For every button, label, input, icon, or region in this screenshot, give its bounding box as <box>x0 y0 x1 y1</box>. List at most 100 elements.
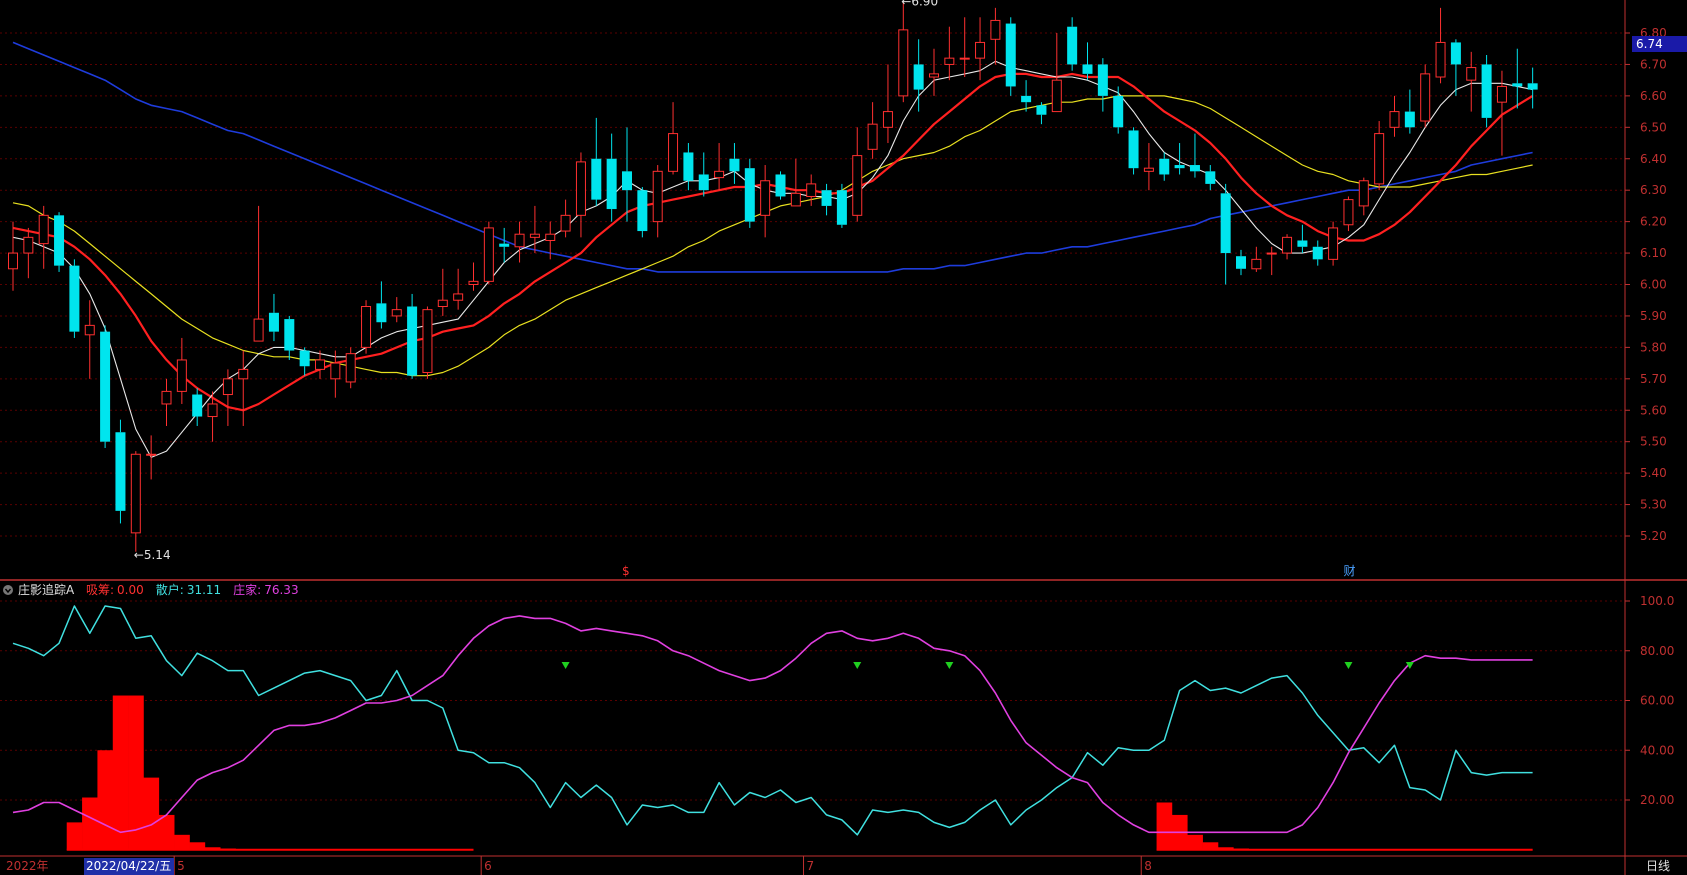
candle-body <box>1450 42 1461 65</box>
candle <box>422 306 433 379</box>
candle <box>1051 33 1062 113</box>
date-axis: 5 6 7 8 <box>173 856 1152 875</box>
candle-body <box>1159 158 1170 175</box>
zhuangjia-line <box>12 615 1533 834</box>
candle-body <box>882 111 893 128</box>
candle-body <box>8 252 18 270</box>
candle <box>637 187 648 238</box>
candle-body <box>1358 180 1369 207</box>
price-tick-label: 6.40 <box>1640 152 1667 166</box>
candle-body <box>1496 85 1507 103</box>
candle <box>1082 42 1093 81</box>
chevron-down-icon <box>4 588 12 594</box>
candle <box>591 117 602 206</box>
candle-body <box>944 57 955 65</box>
candle <box>38 205 49 269</box>
candle <box>361 300 372 354</box>
candle <box>806 174 817 206</box>
candle <box>1435 7 1446 84</box>
price-tick-label: 5.90 <box>1640 309 1667 323</box>
candle <box>1236 249 1246 276</box>
candle <box>238 350 249 426</box>
candle <box>1036 102 1047 125</box>
candle-body <box>852 155 863 216</box>
candle <box>1174 143 1185 175</box>
buy-signal-icon <box>853 662 862 669</box>
candle-body <box>1312 246 1323 260</box>
candle <box>1159 152 1170 181</box>
indicator-tick-label: 20.00 <box>1640 793 1674 807</box>
candle <box>54 212 65 272</box>
xichou-bar <box>1202 842 1219 850</box>
candle <box>1128 127 1139 175</box>
candle-body <box>975 41 986 59</box>
price-tick-label: 6.60 <box>1640 89 1667 103</box>
xichou-bar <box>143 777 160 850</box>
candle-body <box>1220 193 1231 254</box>
candle-body <box>146 453 157 456</box>
price-tick-label: 6.70 <box>1640 57 1667 71</box>
candle <box>84 300 95 379</box>
candle <box>529 205 540 254</box>
high-price-value: 6.90 <box>911 0 938 9</box>
candle-body <box>192 394 203 417</box>
candle <box>1266 246 1277 276</box>
period-button[interactable]: 日线 <box>1646 859 1670 873</box>
candle-body <box>100 331 111 442</box>
candle <box>775 171 786 200</box>
finance-marker[interactable]: 财 <box>1343 564 1355 578</box>
candle <box>698 152 709 197</box>
candle-body <box>606 158 617 210</box>
candle <box>1481 55 1492 128</box>
candle <box>867 102 878 159</box>
candle-body <box>698 174 709 191</box>
candle <box>268 293 279 342</box>
candle-body <box>929 73 939 78</box>
zhuangjia-value: 76.33 <box>264 583 298 597</box>
price-tick-label: 5.50 <box>1640 435 1667 449</box>
candle-body <box>560 214 571 232</box>
candle <box>1021 80 1032 112</box>
candle <box>1097 58 1108 112</box>
candle-body <box>1036 105 1047 115</box>
candle <box>729 143 740 184</box>
candle-body <box>1374 133 1385 185</box>
candle <box>1404 89 1415 134</box>
xichou-bar <box>97 750 114 850</box>
month-label: 7 <box>807 859 815 873</box>
candle <box>668 102 679 175</box>
candle-body <box>744 168 755 222</box>
candle <box>115 419 126 524</box>
candle-body <box>345 353 356 383</box>
candle-body <box>1021 95 1032 103</box>
event-marker[interactable]: $ <box>622 564 630 578</box>
buy-signal-icon <box>1405 662 1414 669</box>
candle-body <box>38 214 49 245</box>
current-price-badge <box>1632 36 1687 52</box>
candle-body <box>376 303 387 323</box>
candle-body <box>1143 167 1154 172</box>
selected-date-badge <box>84 858 174 875</box>
candle-body <box>1297 240 1308 247</box>
candle-body <box>591 158 602 200</box>
candle-body <box>468 280 479 286</box>
candle-body <box>1251 258 1262 270</box>
xichou-bar <box>128 695 144 850</box>
indicator-title[interactable]: 庄影追踪A <box>18 582 75 597</box>
candle-body <box>483 227 494 282</box>
candle <box>100 325 111 448</box>
indicator-menu-icon[interactable] <box>3 585 13 595</box>
sanhu-label: 散户: <box>156 582 184 597</box>
candle-body <box>1527 83 1538 90</box>
price-tick-label: 5.70 <box>1640 372 1667 386</box>
candle <box>468 262 479 291</box>
candle-body <box>775 174 786 197</box>
low-price-value: 5.14 <box>144 548 171 562</box>
high-price-annotation: ←6.90 <box>901 0 938 9</box>
candle <box>944 26 955 81</box>
candle <box>437 268 448 316</box>
sanhu-value: 31.11 <box>187 583 221 597</box>
candle <box>1328 221 1339 266</box>
candle-body <box>315 359 325 370</box>
